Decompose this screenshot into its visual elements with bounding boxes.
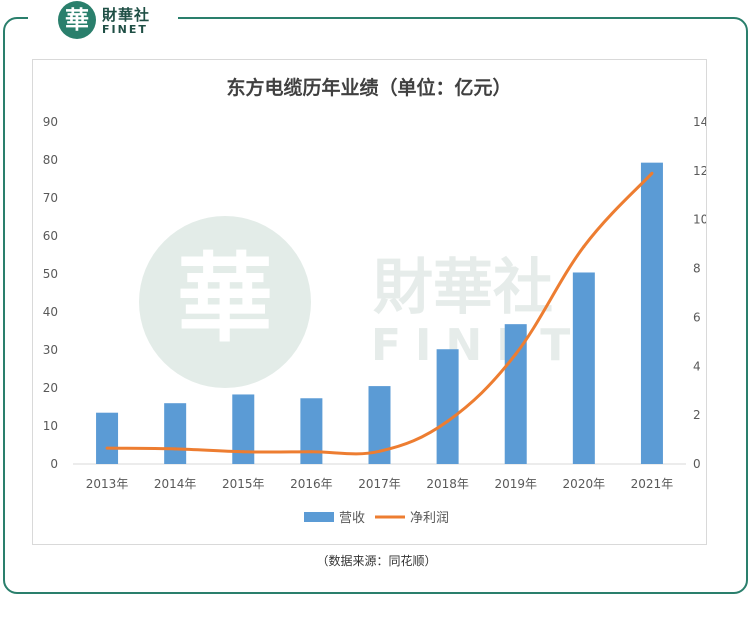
x-tick-label: 2020年	[563, 477, 606, 491]
bar-revenue	[640, 162, 663, 464]
y-left-tick-label: 0	[50, 457, 58, 471]
y-left-tick-label: 70	[43, 191, 58, 205]
point-net-profit	[378, 449, 381, 453]
point-net-profit	[582, 245, 586, 249]
bar-revenue	[164, 403, 187, 464]
watermark-logo-char: 華	[177, 242, 273, 355]
watermark-name-cn: 財華社	[373, 253, 553, 323]
chart-svg: 華 財華社 FINET 东方电缆历年业绩（单位：亿元） 010203040506…	[43, 76, 709, 526]
y-right-tick-label: 2	[693, 408, 701, 422]
y-right-tick-label: 14	[693, 115, 706, 129]
y-right-tick-label: 8	[693, 262, 701, 276]
card-frame	[3, 17, 748, 594]
bar-revenue	[368, 386, 391, 464]
y-left-tick-label: 10	[43, 419, 58, 433]
chart-title: 东方电缆历年业绩（单位：亿元）	[226, 76, 511, 99]
point-net-profit	[173, 447, 177, 451]
point-net-profit	[446, 419, 450, 423]
x-tick-label: 2013年	[86, 477, 129, 491]
y-right-tick-label: 4	[693, 359, 701, 373]
y-left-tick-label: 50	[43, 267, 58, 281]
y-left-tick-label: 80	[43, 153, 58, 167]
bar-revenue	[96, 412, 119, 464]
y-axis-left: 0 10 20 30 40 50 60 70 80 90	[43, 115, 58, 471]
line-net-profit	[107, 172, 654, 456]
legend: 营收 净利润	[304, 511, 449, 526]
point-net-profit	[514, 352, 518, 356]
point-net-profit	[650, 171, 654, 175]
point-net-profit	[105, 446, 109, 450]
watermark: 華 財華社 FINET	[139, 216, 584, 388]
bar-revenue	[572, 272, 595, 464]
legend-label-net-profit: 净利润	[410, 511, 449, 526]
y-right-tick-label: 6	[693, 310, 701, 324]
y-left-tick-label: 60	[43, 229, 58, 243]
brand-name-cn: 財華社	[102, 6, 151, 24]
point-net-profit	[309, 450, 313, 454]
x-tick-label: 2014年	[154, 477, 197, 491]
x-axis-labels: 2013年 2014年 2015年 2016年 2017年 2018年 2019年 2020年…	[86, 477, 673, 491]
x-tick-label: 2019年	[494, 477, 537, 491]
y-right-tick-label: 0	[693, 457, 701, 471]
line-series	[105, 171, 654, 456]
y-left-tick-label: 30	[43, 343, 58, 357]
legend-swatch-revenue	[304, 512, 334, 522]
finet-logo-icon: 華	[58, 1, 96, 39]
y-left-tick-label: 20	[43, 381, 58, 395]
watermark-name-en: FINET	[371, 320, 584, 371]
x-tick-label: 2015年	[222, 477, 265, 491]
y-left-tick-label: 90	[43, 115, 58, 129]
x-tick-label: 2017年	[358, 477, 401, 491]
y-left-tick-label: 40	[43, 305, 58, 319]
bar-series	[96, 162, 663, 464]
x-tick-label: 2016年	[290, 477, 333, 491]
bar-revenue	[436, 349, 459, 464]
x-tick-label: 2018年	[426, 477, 469, 491]
source-note: （数据来源：同花顺）	[316, 554, 437, 568]
point-net-profit	[241, 450, 245, 454]
brand-name-en: FINET	[102, 23, 148, 36]
y-right-tick-label: 12	[693, 164, 706, 178]
watermark-logo-icon	[139, 216, 311, 388]
brand-header: 華 財華社 FINET	[28, 0, 178, 40]
legend-label-revenue: 营收	[339, 511, 365, 526]
bar-revenue	[300, 398, 323, 464]
bar-revenue	[232, 394, 255, 464]
y-right-tick-label: 10	[693, 213, 706, 227]
x-tick-label: 2021年	[631, 477, 674, 491]
y-axis-right: 0 2 4 6 8 10 12 14	[693, 115, 708, 471]
chart-container: 華 財華社 FINET 东方电缆历年业绩（单位：亿元） 0 10 20 30 40 50 6…	[32, 59, 709, 545]
